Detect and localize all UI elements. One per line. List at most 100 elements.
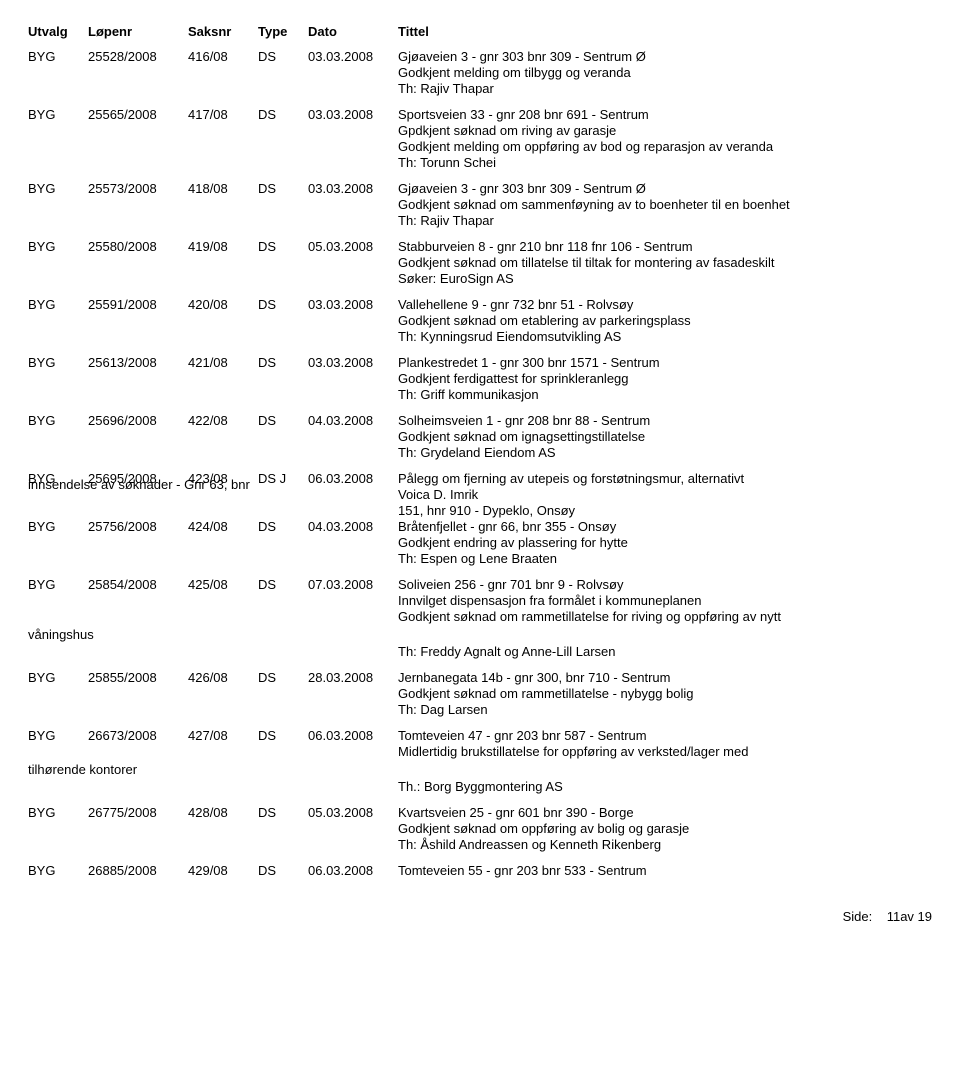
row-subline: Søker: EuroSign AS <box>398 271 932 286</box>
cell-saksnr: 424/08 <box>188 519 258 567</box>
row-subline: Godkjent melding om tilbygg og veranda <box>398 65 932 80</box>
header-saksnr: Saksnr <box>188 24 258 39</box>
row-subline: Th: Rajiv Thapar <box>398 213 932 228</box>
cell-saksnr: 418/08 <box>188 181 258 229</box>
row-subline: Godkjent søknad om oppføring av bolig og… <box>398 821 932 836</box>
row-subline: Godkjent søknad om sammenføyning av to b… <box>398 197 932 212</box>
cell-tittel: Jernbanegata 14b - gnr 300, bnr 710 - Se… <box>398 670 932 718</box>
cell-utvalg: BYG <box>28 519 88 567</box>
cell-dato: 05.03.2008 <box>308 805 398 853</box>
table-row: BYG25854/2008425/08DS07.03.2008Soliveien… <box>28 577 932 625</box>
row-title: Sportsveien 33 - gnr 208 bnr 691 - Sentr… <box>398 107 932 122</box>
cell-lopenr: 26775/2008 <box>88 805 188 853</box>
cell-saksnr: 417/08 <box>188 107 258 171</box>
row-subline: Th: Rajiv Thapar <box>398 81 932 96</box>
cell-dato: 04.03.2008 <box>308 519 398 567</box>
cell-utvalg: BYG <box>28 577 88 625</box>
cell-type: DS <box>258 863 308 879</box>
cell-dato: 28.03.2008 <box>308 670 398 718</box>
cell-utvalg: BYG <box>28 413 88 461</box>
cell-type: DS <box>258 413 308 461</box>
table-row: BYG26673/2008427/08DS06.03.2008Tomteveie… <box>28 728 932 760</box>
cell-type: DS <box>258 670 308 718</box>
row-subline: Gpdkjent søknad om riving av garasje <box>398 123 932 138</box>
cell-lopenr: 25591/2008 <box>88 297 188 345</box>
cell-lopenr: 25528/2008 <box>88 49 188 97</box>
table-row: BYG25756/2008424/08DS04.03.2008Bråtenfje… <box>28 519 932 567</box>
footer-page: 11av 19 <box>887 909 932 924</box>
cell-saksnr: 426/08 <box>188 670 258 718</box>
cell-dato: 03.03.2008 <box>308 181 398 229</box>
cell-type: DS <box>258 355 308 403</box>
cell-utvalg: BYG <box>28 355 88 403</box>
cell-tittel: Sportsveien 33 - gnr 208 bnr 691 - Sentr… <box>398 107 932 171</box>
cell-dato: 05.03.2008 <box>308 239 398 287</box>
cell-saksnr: 427/08 <box>188 728 258 760</box>
cell-utvalg: BYG <box>28 670 88 718</box>
cell-tittel: Soliveien 256 - gnr 701 bnr 9 - RolvsøyI… <box>398 577 932 625</box>
cell-dato: 03.03.2008 <box>308 49 398 97</box>
row-title: Solheimsveien 1 - gnr 208 bnr 88 - Sentr… <box>398 413 932 428</box>
page-footer: Side: 11av 19 <box>28 909 932 924</box>
row-subline: Voica D. Imrik <box>398 487 932 502</box>
table-row-continuation: Th.: Borg Byggmontering AS <box>28 779 932 795</box>
cell-tittel: Gjøaveien 3 - gnr 303 bnr 309 - Sentrum … <box>398 49 932 97</box>
row-title: Plankestredet 1 - gnr 300 bnr 1571 - Sen… <box>398 355 932 370</box>
row-title: Soliveien 256 - gnr 701 bnr 9 - Rolvsøy <box>398 577 932 592</box>
cell-utvalg: BYG <box>28 107 88 171</box>
cell-tittel: Pålegg om fjerning av utepeis og forstøt… <box>398 471 932 519</box>
cell-type: DS <box>258 519 308 567</box>
cell-tittel: Gjøaveien 3 - gnr 303 bnr 309 - Sentrum … <box>398 181 932 229</box>
row-subline: Th: Torunn Schei <box>398 155 932 170</box>
cell-tittel: Stabburveien 8 - gnr 210 bnr 118 fnr 106… <box>398 239 932 287</box>
row-title: Gjøaveien 3 - gnr 303 bnr 309 - Sentrum … <box>398 181 932 196</box>
cell-type: DS <box>258 805 308 853</box>
row-subline: Godkjent ferdigattest for sprinkleranleg… <box>398 371 932 386</box>
row-subline: 151, hnr 910 - Dypeklo, Onsøy <box>398 503 932 518</box>
cell-dato: 03.03.2008 <box>308 297 398 345</box>
row-title: Jernbanegata 14b - gnr 300, bnr 710 - Se… <box>398 670 932 685</box>
table-row: BYG25613/2008421/08DS03.03.2008Plankestr… <box>28 355 932 403</box>
row-subline: Th: Freddy Agnalt og Anne-Lill Larsen <box>398 644 932 659</box>
cell-utvalg: BYG <box>28 297 88 345</box>
cell-lopenr: 25573/2008 <box>88 181 188 229</box>
row-subline: Godkjent melding om oppføring av bod og … <box>398 139 932 154</box>
table-header: Utvalg Løpenr Saksnr Type Dato Tittel <box>28 24 932 39</box>
row-subline: Godkjent endring av plassering for hytte <box>398 535 932 550</box>
header-tittel: Tittel <box>398 24 932 39</box>
cell-type: DS <box>258 181 308 229</box>
row-subline: Godkjent søknad om rammetillatelse for r… <box>398 609 932 624</box>
cell-utvalg: BYG <box>28 863 88 879</box>
cell-type: DS <box>258 49 308 97</box>
cell-tittel: Tomteveien 47 - gnr 203 bnr 587 - Sentru… <box>398 728 932 760</box>
row-title: Kvartsveien 25 - gnr 601 bnr 390 - Borge <box>398 805 932 820</box>
row-subline: Th: Kynningsrud Eiendomsutvikling AS <box>398 329 932 344</box>
cell-type: DS <box>258 577 308 625</box>
cell-dato: 06.03.2008 <box>308 471 398 519</box>
table-row: BYG25591/2008420/08DS03.03.2008Vallehell… <box>28 297 932 345</box>
row-subline: Th: Grydeland Eiendom AS <box>398 445 932 460</box>
cell-lopenr: 25613/2008 <box>88 355 188 403</box>
cell-dato: 06.03.2008 <box>308 863 398 879</box>
cell-lopenr: 25580/2008 <box>88 239 188 287</box>
row-subline: Th.: Borg Byggmontering AS <box>398 779 932 794</box>
row-subline: Godkjent søknad om tillatelse til tiltak… <box>398 255 932 270</box>
table-row: BYG25855/2008426/08DS28.03.2008Jernbaneg… <box>28 670 932 718</box>
cell-lopenr: 26673/2008 <box>88 728 188 760</box>
cell-saksnr: 429/08 <box>188 863 258 879</box>
cell-utvalg: BYG <box>28 728 88 760</box>
cell-dato: 07.03.2008 <box>308 577 398 625</box>
row-subline: Th: Espen og Lene Braaten <box>398 551 932 566</box>
table-row: BYG25573/2008418/08DS03.03.2008Gjøaveien… <box>28 181 932 229</box>
cell-saksnr: 421/08 <box>188 355 258 403</box>
table-row: BYG25565/2008417/08DS03.03.2008Sportsvei… <box>28 107 932 171</box>
row-title: Bråtenfjellet - gnr 66, bnr 355 - Onsøy <box>398 519 932 534</box>
rows-container: BYG25528/2008416/08DS03.03.2008Gjøaveien… <box>28 49 932 879</box>
table-row: BYG26775/2008428/08DS05.03.2008Kvartsvei… <box>28 805 932 853</box>
cell-saksnr: 416/08 <box>188 49 258 97</box>
cell-lopenr: 26885/2008 <box>88 863 188 879</box>
cell-type: DS <box>258 239 308 287</box>
row-subline: Midlertidig brukstillatelse for oppførin… <box>398 744 932 759</box>
cell-dato: 03.03.2008 <box>308 355 398 403</box>
cell-type: DS <box>258 107 308 171</box>
